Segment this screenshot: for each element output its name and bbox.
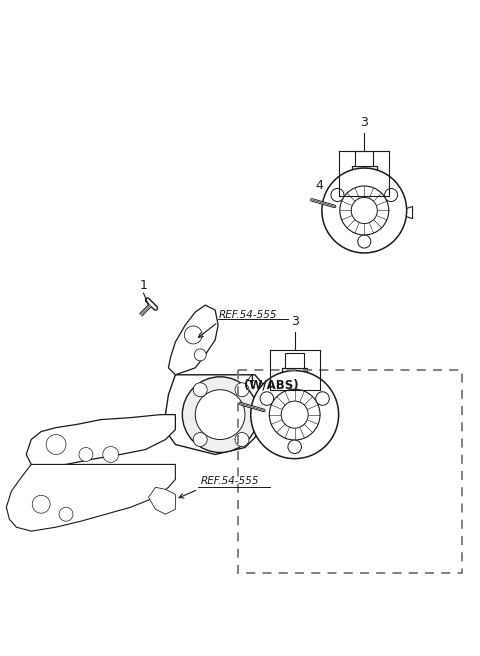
Circle shape [79, 447, 93, 461]
Text: 3: 3 [360, 116, 368, 129]
Polygon shape [355, 151, 373, 165]
Text: 4: 4 [246, 373, 254, 386]
Circle shape [322, 168, 407, 253]
Circle shape [193, 432, 207, 447]
Text: 3: 3 [291, 315, 299, 328]
Circle shape [351, 197, 377, 224]
Text: 4: 4 [315, 179, 324, 192]
Circle shape [260, 392, 274, 405]
Circle shape [32, 495, 50, 513]
Circle shape [340, 186, 389, 235]
Polygon shape [282, 368, 307, 415]
Circle shape [281, 401, 308, 428]
Text: REF.54-555: REF.54-555 [219, 310, 277, 320]
Polygon shape [6, 464, 175, 531]
Circle shape [103, 447, 119, 462]
Text: (W/ABS): (W/ABS) [243, 379, 298, 392]
Text: REF.54-555: REF.54-555 [200, 476, 259, 486]
Circle shape [269, 389, 320, 440]
Circle shape [194, 349, 206, 361]
Circle shape [184, 326, 202, 344]
Bar [238, 371, 462, 573]
Circle shape [384, 188, 397, 201]
Circle shape [316, 392, 329, 405]
Circle shape [251, 371, 338, 459]
Circle shape [193, 382, 207, 397]
Circle shape [288, 440, 301, 453]
Circle shape [358, 235, 371, 248]
Text: 1: 1 [140, 279, 147, 292]
Polygon shape [400, 207, 412, 218]
Polygon shape [286, 353, 304, 368]
Polygon shape [168, 305, 218, 375]
Polygon shape [148, 487, 175, 514]
Circle shape [235, 382, 249, 397]
Circle shape [182, 377, 258, 453]
Circle shape [59, 507, 73, 521]
Circle shape [235, 432, 249, 447]
Circle shape [195, 390, 245, 440]
Polygon shape [166, 375, 268, 455]
Circle shape [46, 434, 66, 455]
Circle shape [331, 188, 344, 201]
Polygon shape [26, 415, 175, 468]
Polygon shape [352, 165, 376, 211]
